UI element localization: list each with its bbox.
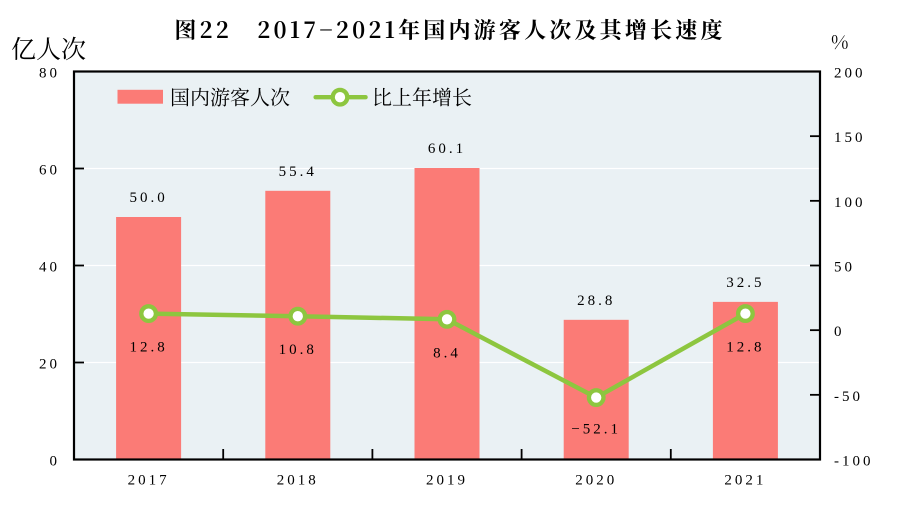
svg-text:60.1: 60.1: [428, 141, 466, 157]
svg-text:12.8: 12.8: [129, 340, 167, 356]
svg-text:60: 60: [39, 163, 60, 179]
svg-text:8.4: 8.4: [433, 345, 461, 361]
svg-text:50: 50: [834, 260, 855, 276]
svg-text:12.8: 12.8: [726, 340, 764, 356]
svg-text:55.4: 55.4: [279, 164, 317, 180]
svg-text:10.8: 10.8: [279, 342, 317, 358]
svg-text:2021: 2021: [724, 473, 766, 489]
svg-text:−52.1: −52.1: [571, 422, 621, 438]
svg-text:150: 150: [834, 130, 866, 146]
svg-text:2020: 2020: [575, 473, 617, 489]
svg-text:-100: -100: [834, 454, 874, 470]
svg-text:40: 40: [39, 260, 60, 276]
svg-text:2019: 2019: [426, 473, 468, 489]
svg-text:50.0: 50.0: [129, 190, 167, 206]
svg-text:比上年增长: 比上年增长: [372, 82, 472, 111]
svg-text:-50: -50: [834, 389, 863, 405]
svg-text:0: 0: [50, 454, 61, 470]
svg-text:80: 80: [39, 66, 60, 82]
svg-text:2018: 2018: [277, 473, 319, 489]
svg-text:200: 200: [834, 66, 866, 82]
svg-text:32.5: 32.5: [726, 275, 764, 291]
svg-text:28.8: 28.8: [577, 293, 615, 309]
svg-text:国内游客人次: 国内游客人次: [170, 82, 290, 111]
svg-text:0: 0: [834, 324, 845, 340]
svg-text:20: 20: [39, 357, 60, 373]
svg-text:100: 100: [834, 195, 866, 211]
svg-text:2017: 2017: [128, 473, 170, 489]
